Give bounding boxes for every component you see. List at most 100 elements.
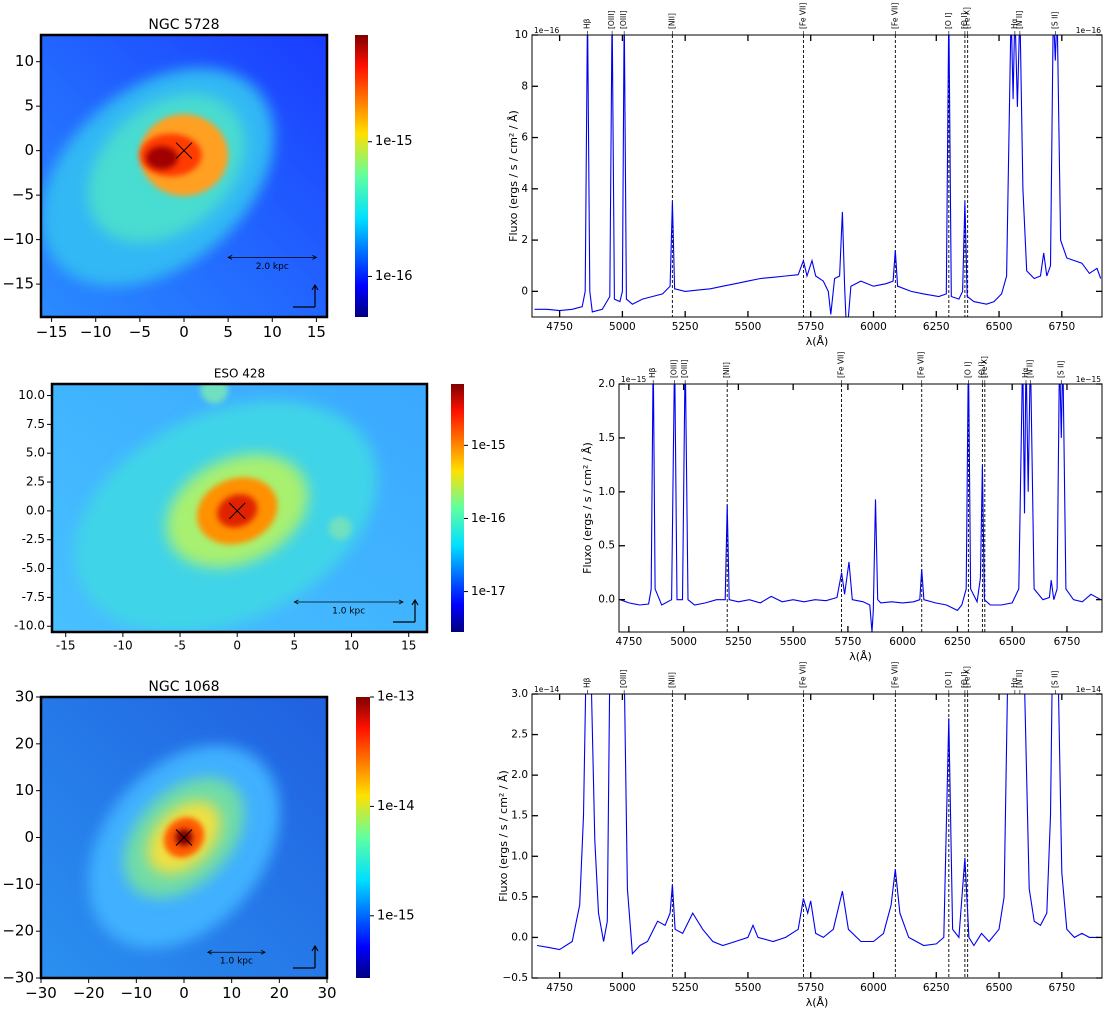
- y-tick-label: 1.5: [598, 432, 615, 444]
- y-tick-label: 0.5: [511, 891, 528, 903]
- colorbar: [355, 35, 368, 317]
- y-tick-label: -7.5: [22, 590, 45, 604]
- x-tick-label: 6750: [1048, 982, 1075, 994]
- axes-frame: [618, 383, 1103, 633]
- y-tick-label: 20: [15, 734, 34, 752]
- line-label: [Fe VII]: [890, 662, 899, 688]
- x-tick-label: −10: [80, 323, 112, 341]
- x-tick-label: 6500: [986, 321, 1013, 333]
- x-tick-label: 30: [317, 984, 336, 1002]
- x-axis-label: λ(Å): [849, 650, 872, 663]
- image: [41, 35, 327, 317]
- line-label: [OIII]: [619, 11, 628, 29]
- colorbar: [356, 697, 370, 978]
- spectrum: [536, 694, 1100, 955]
- scale-arrow: [293, 599, 404, 605]
- x-tick-label: 5500: [735, 321, 762, 333]
- x-axis-label: λ(Å): [806, 335, 829, 348]
- y-tick-label: -2.5: [22, 532, 45, 546]
- line-label: [N II]: [1025, 360, 1034, 378]
- x-tick-label: 4750: [615, 636, 642, 648]
- x-tick-label: 0: [179, 984, 189, 1002]
- x-tick-label: 5000: [609, 321, 636, 333]
- y-tick-label: 0.0: [26, 503, 45, 517]
- y-tick-label: −10: [2, 230, 34, 248]
- line-label: Hα: [1021, 367, 1030, 378]
- x-tick-label: 6250: [923, 321, 950, 333]
- scale-label: 2.0 kpc: [256, 262, 289, 272]
- x-tick-label: 5250: [672, 321, 699, 333]
- offset-text: 1e−14: [1076, 685, 1101, 694]
- y-tick-label: 0: [24, 141, 34, 159]
- colorbar-tick-label: 1e-15: [471, 438, 506, 452]
- line-label: [O I]: [977, 362, 986, 378]
- x-tick-label: 5: [223, 323, 233, 341]
- title: NGC 5728: [148, 17, 219, 33]
- x-tick-label: 4750: [546, 982, 573, 994]
- x-tick-label: −30: [25, 984, 57, 1002]
- y-tick-label: 10.0: [18, 388, 45, 402]
- colorbar-tick-label: 1e-15: [377, 908, 415, 923]
- line-label: [OIII]: [619, 670, 628, 688]
- scale-label: 1.0 kpc: [220, 957, 253, 967]
- x-tick-label: 6750: [1048, 321, 1075, 333]
- line-label: [O I]: [960, 13, 969, 29]
- title: ESO 428: [214, 367, 265, 381]
- x-tick-label: -5: [174, 639, 186, 653]
- y-tick-label: 0: [24, 828, 34, 846]
- x-tick-label: 5: [291, 639, 299, 653]
- x-tick-label: 5750: [797, 982, 824, 994]
- x-tick-label: 5000: [609, 982, 636, 994]
- colorbar-tick-label: 1e-13: [377, 690, 415, 705]
- colorbar-tick-label: 1e-14: [377, 799, 415, 814]
- y-tick-label: -5.0: [22, 561, 45, 575]
- line-label: [S II]: [1050, 12, 1059, 29]
- y-axis-label: Fluxo (ergs / s / cm² / Å): [581, 442, 594, 574]
- offset-text: 1e−15: [1076, 375, 1101, 384]
- x-tick-label: 15: [401, 639, 416, 653]
- image: [41, 697, 327, 978]
- y-tick-label: 6: [521, 132, 528, 144]
- y-axis-label: Fluxo (ergs / s / cm² / Å): [507, 110, 520, 242]
- nucleus-marker: [175, 829, 193, 846]
- y-tick-label: 5.0: [26, 446, 45, 460]
- x-tick-label: -15: [56, 639, 76, 653]
- y-tick-label: 0: [521, 285, 528, 297]
- title: NGC 1068: [148, 679, 219, 695]
- offset-text: 1e−15: [621, 375, 646, 384]
- line-label: [N II]: [1015, 670, 1024, 688]
- x-tick-label: 5500: [780, 636, 807, 648]
- offset-text: 1e−16: [1076, 26, 1101, 35]
- x-tick-label: 6500: [986, 982, 1013, 994]
- x-tick-label: 5750: [835, 636, 862, 648]
- x-tick-label: 6250: [923, 982, 950, 994]
- y-tick-label: 8: [521, 80, 528, 92]
- x-tick-label: 6000: [860, 982, 887, 994]
- compass: [293, 944, 319, 969]
- line-label: [Fe VII]: [890, 3, 899, 29]
- line-label: [NII]: [667, 672, 676, 688]
- y-tick-label: −10: [2, 875, 34, 893]
- scale-arrow: [227, 255, 318, 260]
- x-tick-label: −15: [36, 323, 68, 341]
- y-tick-label: −15: [2, 275, 34, 293]
- x-tick-label: 5250: [672, 982, 699, 994]
- line-label: [OIII]: [680, 360, 689, 378]
- x-tick-label: 5750: [797, 321, 824, 333]
- colorbar-tick-label: 1e-16: [471, 511, 506, 525]
- x-axis-label: λ(Å): [806, 996, 829, 1009]
- x-tick-label: 6250: [944, 636, 971, 648]
- x-tick-label: 0: [233, 639, 241, 653]
- axes-frame: [531, 693, 1103, 979]
- axes-frame: [50, 382, 429, 634]
- line-label: [Fe X]: [963, 7, 972, 29]
- line-label: [Fe X]: [963, 666, 972, 688]
- colorbar-tick-label: 1e-15: [375, 134, 413, 149]
- y-tick-label: 2.5: [511, 729, 528, 741]
- y-tick-label: −5: [12, 186, 34, 204]
- line-label: [N II]: [1015, 11, 1024, 29]
- line-label: [O I]: [960, 672, 969, 688]
- x-tick-label: 4750: [546, 321, 573, 333]
